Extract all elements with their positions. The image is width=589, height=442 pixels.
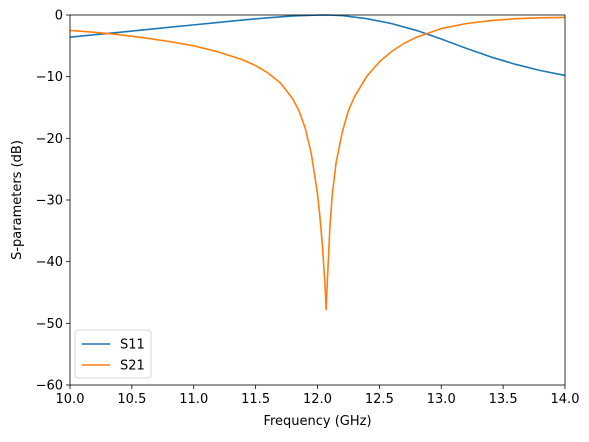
x-tick-label: 11.5 (241, 392, 270, 407)
y-axis-title: S-parameters (dB) (10, 140, 25, 260)
y-tick-label: −60 (36, 379, 63, 394)
series-layer (70, 14, 565, 311)
series-line-s21 (70, 16, 565, 311)
series-line-s11 (70, 14, 565, 77)
y-tick-label: 0 (55, 9, 63, 24)
y-tick-label: −30 (36, 194, 63, 209)
y-tick-label: −40 (36, 255, 63, 270)
x-axis-title: Frequency (GHz) (263, 414, 371, 429)
legend-label-s21: S21 (120, 359, 145, 374)
x-tick-label: 10.5 (117, 392, 146, 407)
y-tick-label: −20 (36, 132, 63, 147)
x-tick-label: 11.0 (179, 392, 208, 407)
y-tick-label: −10 (36, 70, 63, 85)
legend-label-s11: S11 (120, 338, 145, 353)
y-axis: 0 −10 −20 −30 −40 −50 −60 (36, 9, 70, 394)
x-tick-label: 14.0 (551, 392, 580, 407)
x-tick-label: 12.5 (365, 392, 394, 407)
legend-box (74, 329, 152, 379)
x-tick-label: 13.0 (427, 392, 456, 407)
x-tick-label: 12.0 (303, 392, 332, 407)
y-tick-label: −50 (36, 317, 63, 332)
x-axis: 10.0 10.5 11.0 11.5 12.0 12.5 13.0 13.5 14.0 (56, 385, 580, 407)
x-tick-label: 13.5 (489, 392, 518, 407)
x-tick-label: 10.0 (56, 392, 85, 407)
